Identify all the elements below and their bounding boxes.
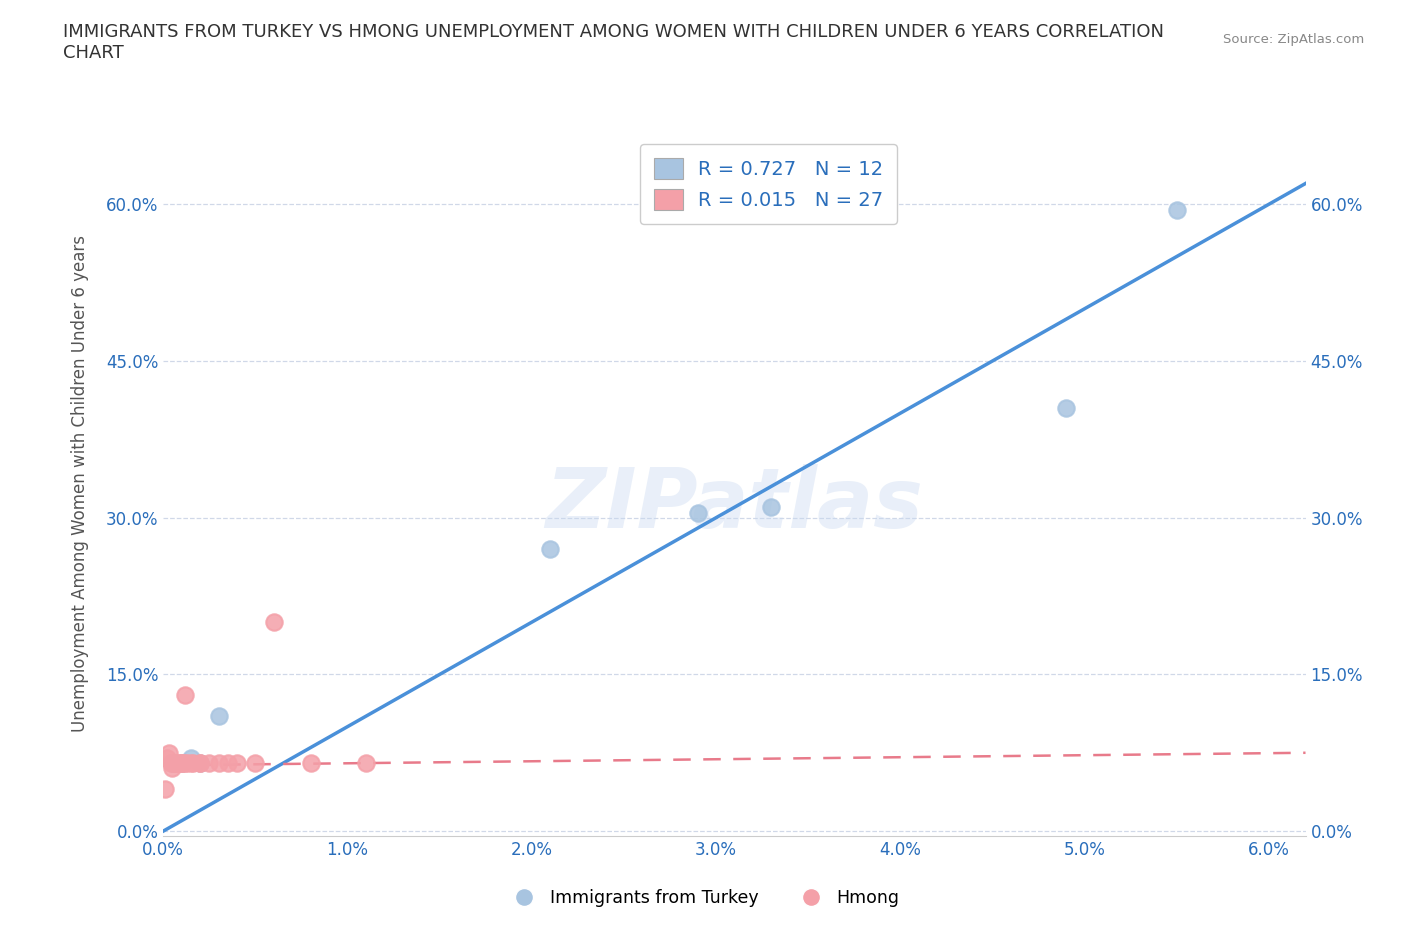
Point [167,756,190,771]
Point [153,782,176,797]
Point [188,756,211,771]
Point [207,756,229,771]
Point [162,761,184,776]
Y-axis label: Unemployment Among Women with Children Under 6 years: Unemployment Among Women with Children U… [72,235,89,732]
Text: ZIPatlas: ZIPatlas [546,464,924,546]
Point [159,756,181,771]
Point [169,756,191,771]
Point [162,756,184,771]
Point [538,541,561,556]
Point [180,756,202,771]
Point [180,751,202,765]
Point [354,756,377,771]
Point [176,756,198,771]
Point [174,756,197,771]
Legend: R = 0.727   N = 12, R = 0.015   N = 27: R = 0.727 N = 12, R = 0.015 N = 27 [640,144,897,224]
Point [163,756,186,771]
Point [686,505,709,520]
Legend: Immigrants from Turkey, Hmong: Immigrants from Turkey, Hmong [499,882,907,914]
Point [263,615,285,630]
Point [181,756,204,771]
Point [217,756,239,771]
Text: Source: ZipAtlas.com: Source: ZipAtlas.com [1223,33,1364,46]
Point [245,756,267,771]
Point [174,688,197,703]
Point [163,756,186,771]
Point [226,756,249,771]
Point [170,756,193,771]
Point [299,756,322,771]
Point [156,751,179,765]
Point [207,709,229,724]
Point [165,756,187,771]
Point [1166,202,1188,217]
Text: IMMIGRANTS FROM TURKEY VS HMONG UNEMPLOYMENT AMONG WOMEN WITH CHILDREN UNDER 6 Y: IMMIGRANTS FROM TURKEY VS HMONG UNEMPLOY… [63,23,1164,62]
Point [1054,401,1077,416]
Point [170,756,193,771]
Point [157,745,180,760]
Point [170,756,193,771]
Point [761,499,783,514]
Point [188,756,211,771]
Point [198,756,221,771]
Point [188,756,211,771]
